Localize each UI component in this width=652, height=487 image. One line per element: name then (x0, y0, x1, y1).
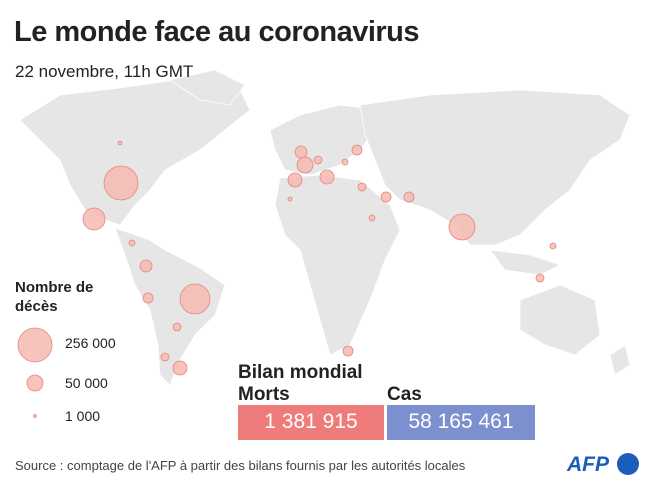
afp-logo: AFP (567, 453, 609, 476)
afp-logo-dot (617, 453, 639, 475)
legend-label: 50 000 (65, 375, 108, 391)
death-bubbles (82, 140, 557, 376)
title: Le monde face au coronavirus (14, 16, 420, 48)
summary-title: Bilan mondial (238, 362, 363, 383)
deaths-value: 1 381 915 (264, 410, 358, 433)
source: Source : comptage de l'AFP à partir des … (15, 458, 466, 473)
subtitle: 22 novembre, 11h GMT (15, 62, 194, 81)
deaths-box (238, 405, 384, 440)
legend-title: Nombre de décès (15, 279, 94, 315)
cases-label: Cas (387, 384, 422, 405)
legend-label: 256 000 (65, 335, 116, 351)
deaths-label: Morts (238, 384, 290, 405)
legend-label: 1 000 (65, 408, 101, 424)
legend-circles (17, 327, 53, 418)
cases-box (387, 405, 535, 440)
cases-value: 58 165 461 (408, 410, 514, 433)
